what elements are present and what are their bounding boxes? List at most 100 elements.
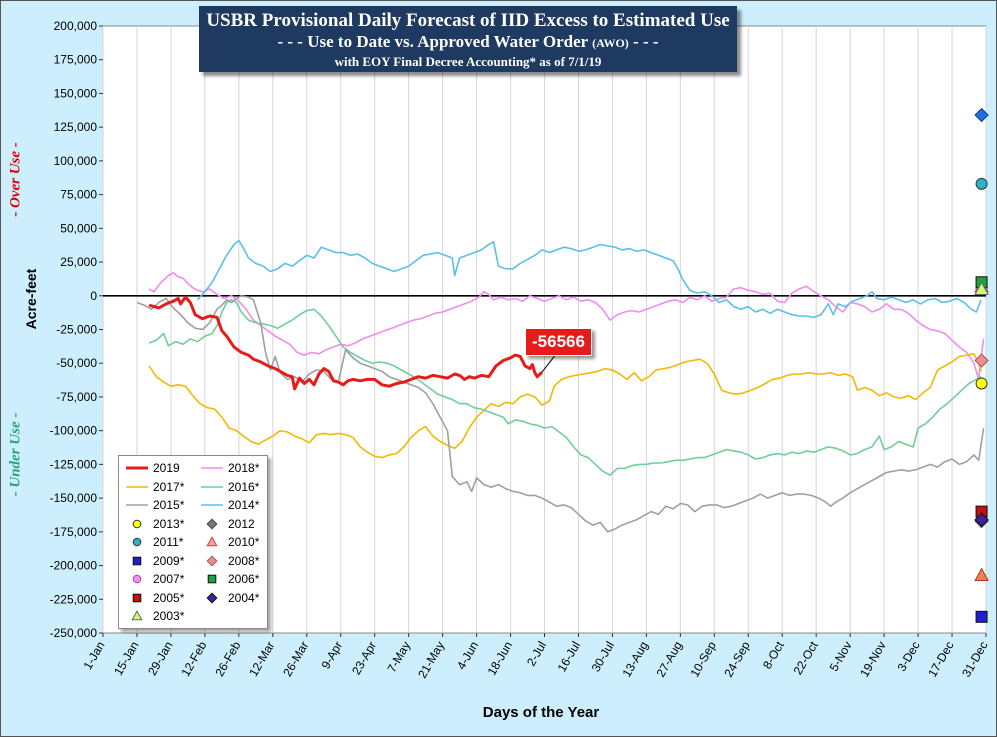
legend-swatch — [132, 556, 142, 565]
y-tick-label: 125,000 — [54, 120, 98, 134]
series-line-2017 — [148, 353, 982, 459]
legend-swatch — [206, 536, 218, 547]
legend-marker-swatch — [132, 519, 142, 528]
legend-marker-swatch — [132, 593, 142, 602]
under-use-label: - Under Use - — [7, 412, 24, 497]
x-tick-label: 12-Feb — [178, 639, 209, 679]
x-tick-label: 22-Oct — [791, 638, 821, 677]
legend-swatch — [201, 485, 223, 488]
y-tick-label: 75,000 — [60, 188, 97, 202]
legend-label: 2005* — [153, 590, 185, 605]
x-tick-label: 1-Jan — [80, 639, 107, 672]
year-end-marker — [974, 281, 989, 296]
legend-swatch — [126, 504, 148, 506]
x-tick-label: 29-Jan — [145, 639, 175, 678]
y-tick-label: -75,000 — [56, 390, 97, 404]
over-use-label: - Over Use - — [7, 142, 24, 217]
year-end-marker — [974, 107, 989, 123]
legend-swatch — [206, 517, 218, 530]
legend-swatch — [132, 574, 142, 584]
legend-swatch — [201, 504, 223, 506]
legend-label: 2008* — [228, 553, 260, 568]
y-axis-label: Acre-feet — [23, 268, 39, 330]
x-tick-label: 7-May — [384, 639, 413, 675]
y-tick-label: 25,000 — [60, 255, 97, 269]
legend-swatch — [206, 554, 218, 567]
chart-title-box: USBR Provisional Daily Forecast of IID E… — [199, 6, 737, 72]
year-end-marker — [975, 177, 988, 190]
x-tick-label: 17-Dec — [925, 639, 956, 680]
callout-leader — [541, 353, 557, 373]
legend-swatch — [206, 591, 218, 604]
legend-swatch — [132, 519, 142, 528]
year-end-marker — [974, 512, 989, 527]
y-tick-label: -25,000 — [56, 323, 97, 337]
x-tick-label: 15-Jan — [111, 639, 141, 678]
legend-marker-swatch — [206, 536, 218, 547]
legend-label: 2003* — [153, 609, 185, 623]
legend-swatch — [126, 466, 148, 470]
series-line-2019 — [148, 295, 544, 391]
legend-label: 2010* — [228, 535, 260, 549]
subtitle-dashes: - - - — [633, 32, 659, 51]
year-end-marker — [975, 610, 988, 623]
x-tick-label: 18-Jun — [485, 639, 515, 678]
x-tick-label: 30-Jul — [589, 639, 617, 674]
y-tick-label: -200,000 — [50, 559, 98, 573]
y-tick-label: -250,000 — [50, 626, 98, 640]
legend-marker-swatch — [132, 537, 142, 547]
legend-label: 2017* — [153, 479, 185, 494]
legend-swatch — [207, 574, 217, 584]
x-tick-label: 2-Jul — [524, 639, 549, 669]
legend-label: 2015* — [153, 498, 185, 512]
x-tick-label: 26-Mar — [280, 639, 311, 679]
y-tick-label: -175,000 — [50, 525, 98, 539]
x-tick-label: 27-Aug — [653, 639, 684, 680]
legend-label: 2004* — [228, 590, 260, 605]
legend-marker-swatch — [132, 574, 142, 584]
y-tick-label: 50,000 — [60, 221, 97, 235]
legend-marker-swatch — [131, 610, 143, 621]
legend-marker-swatch — [206, 517, 218, 530]
legend-swatch — [132, 537, 142, 547]
y-tick-label: 100,000 — [54, 154, 98, 168]
series-line-2016 — [148, 299, 982, 476]
chart-title: USBR Provisional Daily Forecast of IID E… — [206, 10, 730, 31]
legend-label: 2019 — [153, 461, 180, 475]
legend-label: 2018* — [228, 461, 260, 475]
chart-subtitle: - - - Use to Date vs. Approved Water Ord… — [199, 32, 737, 53]
y-tick-label: 0 — [90, 289, 97, 303]
y-tick-label: -150,000 — [50, 491, 98, 505]
x-tick-label: 12-Mar — [246, 639, 277, 679]
legend-marker-swatch — [207, 574, 217, 584]
y-tick-label: -125,000 — [50, 457, 98, 471]
legend-swatch — [126, 485, 148, 488]
x-tick-label: 23-Apr — [349, 639, 379, 677]
x-tick-label: 31-Dec — [959, 639, 990, 680]
legend-swatch — [201, 467, 223, 469]
x-tick-label: 8-Oct — [760, 638, 787, 671]
x-tick-label: 5-Nov — [827, 639, 855, 674]
legend-label: 2014* — [228, 498, 260, 512]
legend-label: 2009* — [153, 553, 185, 568]
x-tick-label: 10-Sep — [687, 639, 719, 680]
legend-marker-swatch — [206, 554, 218, 567]
y-tick-label: -100,000 — [50, 424, 98, 438]
x-tick-label: 9-Apr — [319, 639, 346, 671]
legend: 2019 2018* 2017* 2016* 2015* 2014* 2013* 2012 20… — [118, 455, 268, 629]
legend-marker-swatch — [206, 591, 218, 604]
y-tick-label: -50,000 — [56, 356, 97, 370]
x-axis-label: Days of the Year — [482, 704, 600, 721]
x-tick-label: 16-Jul — [555, 639, 583, 674]
series-line-2015 — [136, 295, 985, 533]
x-tick-label: 3-Dec — [895, 639, 923, 674]
year-end-marker — [974, 567, 989, 581]
year-end-marker — [974, 353, 989, 368]
current-value-callout: -56566 — [525, 328, 592, 356]
legend-label: 2007* — [153, 572, 185, 586]
legend-label: 2006* — [228, 572, 260, 586]
legend-label: 2011* — [153, 535, 184, 549]
legend-swatch — [132, 593, 142, 602]
x-tick-label: 4-Jun — [454, 639, 481, 672]
